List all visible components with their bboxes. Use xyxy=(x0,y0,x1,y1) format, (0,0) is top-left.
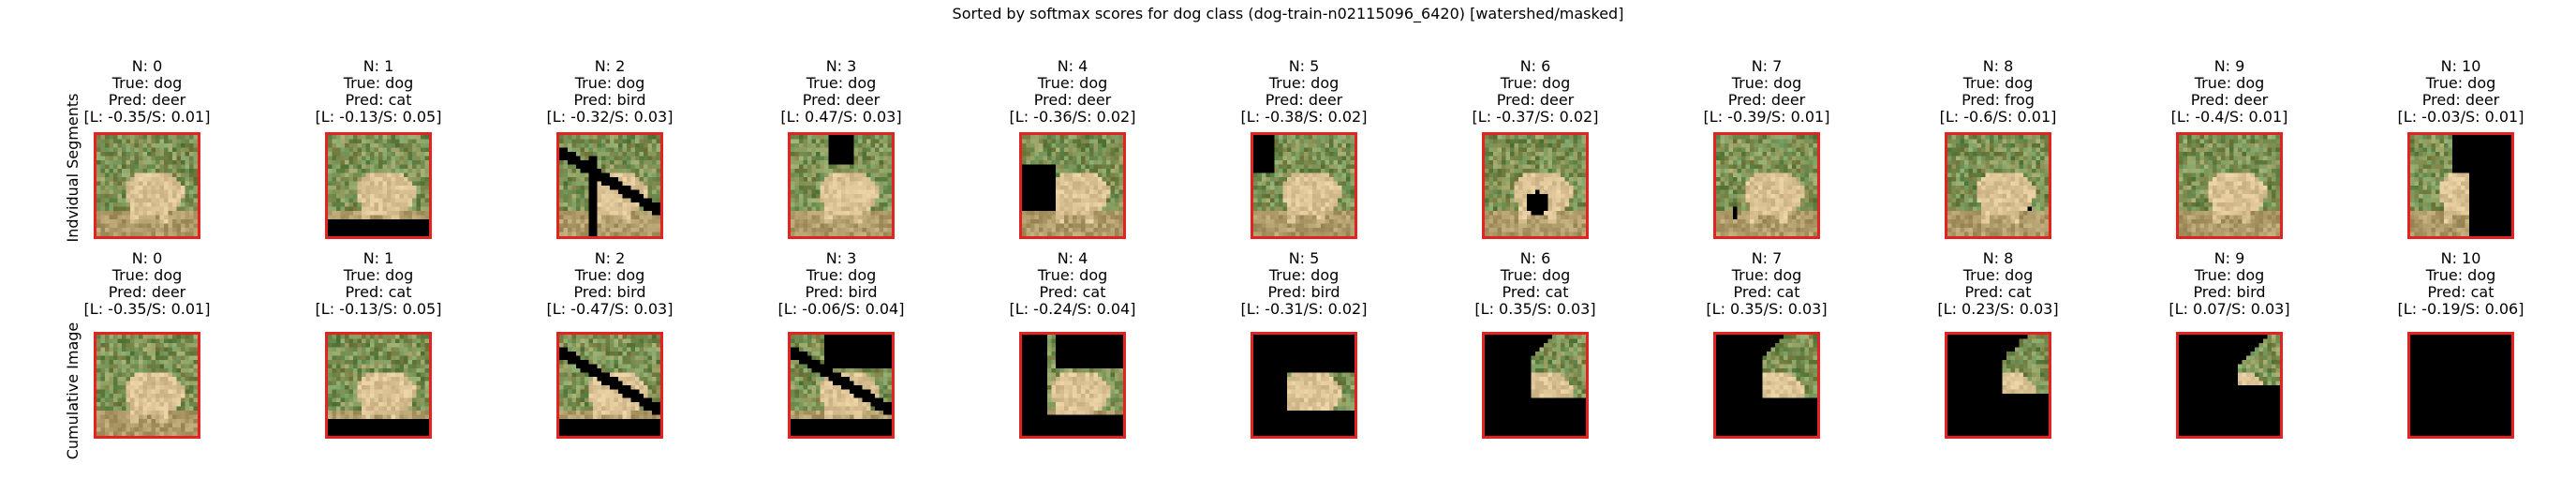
panel-scores-text: [L: -0.24/S: 0.04] xyxy=(979,301,1166,318)
panel-n-text: N: 9 xyxy=(2136,250,2323,267)
panel-scores-text: [L: -0.31/S: 0.02] xyxy=(1210,301,1398,318)
panel-n-text: N: 3 xyxy=(748,250,935,267)
panel-pred-text: Pred: cat xyxy=(285,284,472,301)
segment-image xyxy=(1713,332,1820,439)
segment-image-pixels xyxy=(2179,335,2280,436)
panel-n-text: N: 4 xyxy=(979,250,1166,267)
panel-pred-text: Pred: cat xyxy=(979,284,1166,301)
panel-pred-text: Pred: deer xyxy=(53,284,241,301)
segment-image xyxy=(1251,332,1357,439)
segment-image-pixels xyxy=(96,335,198,436)
panel-pred-text: Pred: cat xyxy=(1904,284,2092,301)
segment-image xyxy=(1945,332,2051,439)
panel-n-text: N: 5 xyxy=(1210,250,1398,267)
segment-image-pixels xyxy=(1947,335,2049,436)
panel-true-label-text: True: dog xyxy=(979,267,1166,284)
segment-image-pixels xyxy=(1022,335,1123,436)
panel-n-text: N: 6 xyxy=(1442,250,1629,267)
panel-pred-text: Pred: cat xyxy=(2367,284,2554,301)
segment-image-pixels xyxy=(1485,335,1586,436)
panel-scores-text: [L: 0.35/S: 0.03] xyxy=(1442,301,1629,318)
panel-scores-text: [L: -0.35/S: 0.01] xyxy=(53,301,241,318)
segment-image xyxy=(788,332,895,439)
panel-scores-text: [L: 0.07/S: 0.03] xyxy=(2136,301,2323,318)
panel-scores-text: [L: 0.23/S: 0.03] xyxy=(1904,301,2092,318)
panel-scores-text: [L: -0.13/S: 0.05] xyxy=(285,301,472,318)
panel-n-text: N: 8 xyxy=(1904,250,2092,267)
segment-image-pixels xyxy=(328,335,429,436)
panel-true-label-text: True: dog xyxy=(1442,267,1629,284)
panel-n-text: N: 7 xyxy=(1673,250,1860,267)
panel-true-label-text: True: dog xyxy=(53,267,241,284)
panel-pred-text: Pred: bird xyxy=(2136,284,2323,301)
panel-true-label-text: True: dog xyxy=(748,267,935,284)
panel-scores-text: [L: -0.06/S: 0.04] xyxy=(748,301,935,318)
panel-pred-text: Pred: cat xyxy=(1673,284,1860,301)
segment-image xyxy=(556,332,663,439)
panel-n-text: N: 10 xyxy=(2367,250,2554,267)
panel-true-label-text: True: dog xyxy=(1673,267,1860,284)
segment-image xyxy=(1482,332,1589,439)
segment-image xyxy=(2176,332,2283,439)
panel-true-label-text: True: dog xyxy=(285,267,472,284)
panel-n-text: N: 2 xyxy=(516,250,703,267)
panel-scores-text: [L: -0.19/S: 0.06] xyxy=(2367,301,2554,318)
panel-scores-text: [L: 0.35/S: 0.03] xyxy=(1673,301,1860,318)
segment-image xyxy=(2407,332,2514,439)
panel-pred-text: Pred: bird xyxy=(748,284,935,301)
segment-image xyxy=(1019,332,1126,439)
segment-image-pixels xyxy=(2410,335,2511,436)
panel-n-text: N: 0 xyxy=(53,250,241,267)
panel-true-label-text: True: dog xyxy=(516,267,703,284)
panel-true-label-text: True: dog xyxy=(1210,267,1398,284)
segment-image-pixels xyxy=(791,335,892,436)
panel-pred-text: Pred: cat xyxy=(1442,284,1629,301)
panel-pred-text: Pred: bird xyxy=(1210,284,1398,301)
panel-true-label-text: True: dog xyxy=(1904,267,2092,284)
panel-true-label-text: True: dog xyxy=(2136,267,2323,284)
segment-image-pixels xyxy=(1716,335,1817,436)
panel-n-text: N: 1 xyxy=(285,250,472,267)
panel-true-label-text: True: dog xyxy=(2367,267,2554,284)
segment-image-pixels xyxy=(1253,335,1355,436)
segment-image-pixels xyxy=(559,335,660,436)
panel-scores-text: [L: -0.47/S: 0.03] xyxy=(516,301,703,318)
segment-image xyxy=(325,332,432,439)
panel-pred-text: Pred: bird xyxy=(516,284,703,301)
segment-image xyxy=(94,332,200,439)
row-label-cumulative: Cumulative Image xyxy=(65,288,81,494)
